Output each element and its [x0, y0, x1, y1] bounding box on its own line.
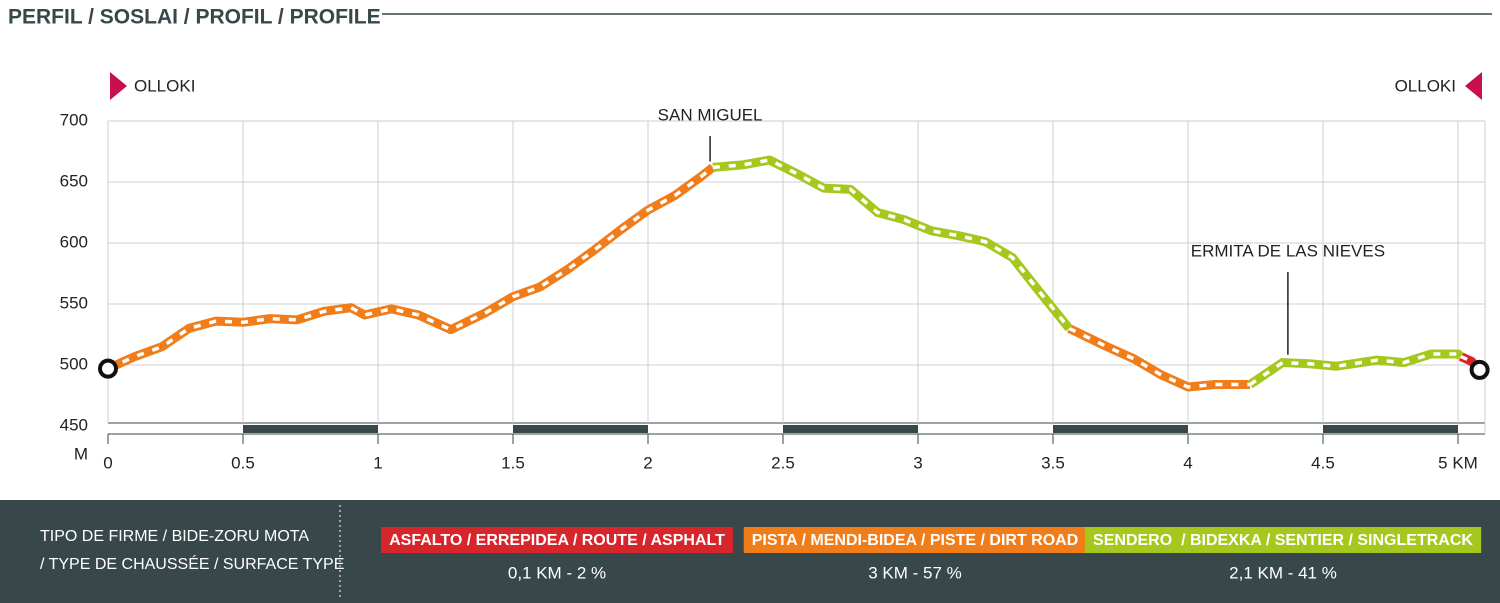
elevation-line — [106, 163, 1251, 392]
km-strip — [1323, 425, 1458, 433]
km-strip — [918, 425, 1053, 433]
legend-label: PISTA / MENDI-BIDEA / PISTE / DIRT ROAD — [752, 532, 1079, 549]
km-strip — [513, 425, 648, 433]
x-tick-label: 3.5 — [1041, 453, 1065, 472]
km-strip — [108, 425, 243, 433]
x-tick-label: 1 — [373, 453, 382, 472]
x-tick-label: 2 — [643, 453, 652, 472]
x-tick-label: 4 — [1183, 453, 1192, 472]
km-strip — [378, 425, 513, 433]
y-tick-label: 650 — [60, 171, 88, 190]
end-marker — [1465, 72, 1482, 100]
legend-summary: 3 KM - 57 % — [868, 563, 962, 582]
x-tick-label: 1.5 — [501, 453, 525, 472]
x-tick-label: 0.5 — [231, 453, 255, 472]
km-strip — [243, 425, 378, 433]
start-marker — [110, 72, 127, 100]
km-strip — [1458, 425, 1485, 433]
legend-label: ASFALTO / ERREPIDEA / ROUTE / ASPHALT — [389, 532, 725, 549]
line-dashes — [107, 165, 1251, 389]
legend-title: TIPO DE FIRME / BIDE-ZORU MOTA — [40, 528, 309, 545]
y-tick-label: 450 — [60, 415, 88, 434]
legend-label: SENDERO / BIDEXKA / SENTIER / SINGLETRAC… — [1093, 532, 1473, 549]
end-label: OLLOKI — [1395, 76, 1456, 95]
start-label: OLLOKI — [134, 76, 195, 95]
start-point — [98, 358, 118, 379]
chart-title: PERFIL / SOSLAI / PROFIL / PROFILE — [8, 6, 381, 29]
x-tick-label: 0 — [103, 453, 112, 472]
x-tick-label: 4.5 — [1311, 453, 1335, 472]
line-dashes — [712, 158, 1462, 386]
y-unit: M — [74, 444, 88, 463]
km-strip — [1053, 425, 1188, 433]
y-tick-label: 550 — [60, 293, 88, 312]
legend-title: / TYPE DE CHAUSSÉE / SURFACE TYPE — [40, 554, 344, 573]
end-point — [1469, 359, 1490, 380]
legend-swatch — [743, 527, 1087, 553]
x-tick-label: 2.5 — [771, 453, 795, 472]
x-tick-label: 3 — [913, 453, 922, 472]
legend-summary: 2,1 KM - 41 % — [1229, 563, 1337, 582]
km-strip — [783, 425, 918, 433]
legend-swatch — [1084, 527, 1482, 553]
x-tick-label: 5 KM — [1438, 453, 1478, 472]
annotation: ERMITA DE LAS NIEVES — [1191, 241, 1385, 260]
y-tick-label: 500 — [60, 354, 88, 373]
y-tick-label: 600 — [60, 232, 88, 251]
legend-summary: 0,1 KM - 2 % — [508, 563, 606, 582]
km-strip — [1188, 425, 1323, 433]
annotation: SAN MIGUEL — [658, 105, 763, 124]
legend-swatch — [381, 527, 733, 553]
km-strip — [648, 425, 783, 433]
y-tick-label: 700 — [60, 110, 88, 129]
elevation-line — [712, 155, 1464, 389]
